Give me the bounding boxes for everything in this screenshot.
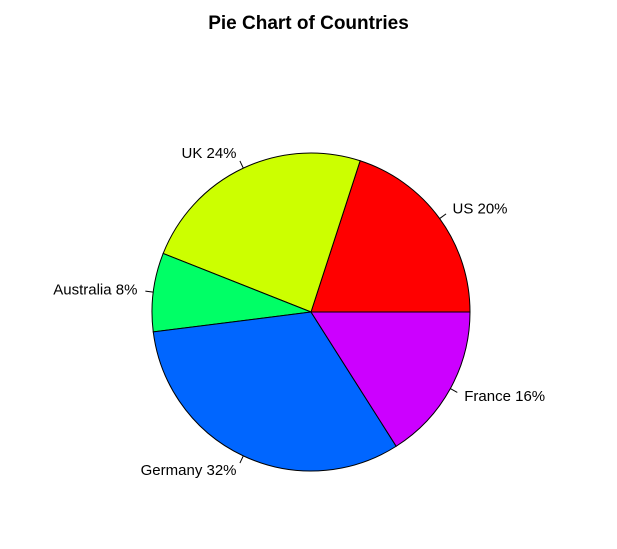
slice-leader-line bbox=[439, 213, 447, 219]
pie-slice bbox=[162, 152, 361, 313]
slice-label: France 16% bbox=[464, 388, 545, 405]
chart-title: Pie Chart of Countries bbox=[208, 13, 409, 34]
slice-label: UK 24% bbox=[181, 145, 236, 162]
pie-slice bbox=[152, 311, 397, 472]
slice-label: Germany 32% bbox=[141, 462, 237, 479]
slice-label: US 20% bbox=[452, 201, 507, 218]
slice-leader-line bbox=[145, 290, 154, 293]
slice-leader-line bbox=[239, 455, 244, 464]
pie-slice bbox=[310, 311, 471, 447]
slice-leader-line bbox=[239, 160, 244, 169]
slice-leader-line bbox=[450, 388, 458, 393]
slice-label: Australia 8% bbox=[53, 282, 137, 299]
